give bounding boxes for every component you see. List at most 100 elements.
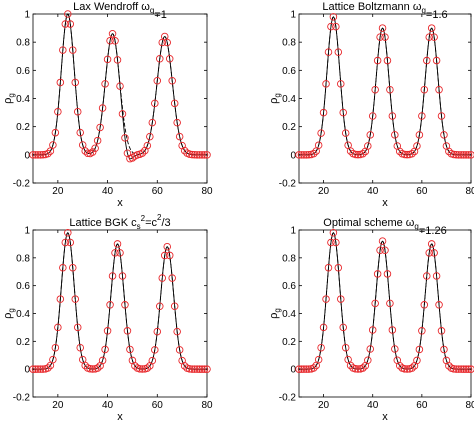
data-point [151, 346, 159, 354]
data-point [170, 302, 179, 310]
data-point [165, 251, 174, 260]
data-point [418, 327, 426, 335]
y-tick-label: 0.2 [282, 337, 296, 348]
data-point [391, 345, 399, 353]
data-point [200, 365, 209, 373]
data-point [403, 150, 411, 159]
data-point [88, 148, 97, 156]
data-point [44, 149, 52, 158]
x-tick-label: 80 [465, 186, 474, 197]
data-point [138, 149, 147, 157]
data-point [423, 56, 431, 65]
data-point [339, 323, 347, 332]
data-point [317, 129, 325, 137]
data-point [430, 249, 438, 257]
data-point [413, 356, 421, 365]
x-tick-label: 60 [416, 400, 428, 411]
y-tick-label: 0.8 [282, 253, 296, 264]
data-point [314, 355, 323, 364]
data-point [106, 36, 114, 45]
data-point [364, 356, 372, 364]
data-point [437, 327, 446, 335]
panel-title: Lax Wendroff ωg=1 [73, 1, 167, 21]
data-point [403, 365, 411, 373]
data-point [195, 365, 204, 373]
x-tick-label: 20 [318, 400, 330, 411]
x-tick-label: 20 [318, 186, 330, 197]
x-tick-label: 40 [367, 186, 379, 197]
data-point [366, 345, 375, 353]
y-tick-label: -0.2 [13, 179, 31, 190]
data-point [341, 129, 350, 137]
data-point [464, 365, 473, 373]
data-point [101, 80, 109, 88]
panel-title-title-sup2: 2 [157, 213, 162, 222]
y-axis-label-main: ρ [268, 313, 280, 319]
data-point [188, 365, 196, 373]
data-point [295, 151, 303, 159]
data-point [56, 78, 65, 87]
data-point [66, 20, 75, 28]
data-point [108, 272, 117, 280]
data-point [156, 302, 164, 310]
data-point [118, 272, 127, 280]
data-point [34, 365, 42, 373]
data-point [376, 246, 384, 255]
data-point [305, 150, 313, 159]
data-point [49, 141, 57, 149]
x-axis-label: x [117, 197, 123, 209]
data-point [381, 33, 389, 41]
y-tick-label: 0.8 [16, 38, 30, 49]
data-point [351, 365, 360, 373]
data-point [143, 364, 152, 372]
data-point [432, 56, 441, 65]
data-point [415, 131, 424, 139]
data-point [454, 365, 463, 373]
data-point [175, 346, 184, 354]
data-point [381, 246, 389, 255]
data-point [354, 150, 362, 159]
data-point [388, 326, 397, 334]
data-point [56, 295, 65, 303]
data-point [359, 364, 367, 372]
y-tick-label: 1 [24, 10, 30, 21]
data-point [435, 301, 443, 309]
data-point [317, 343, 325, 352]
data-point [329, 229, 338, 237]
x-axis-label: x [117, 411, 123, 421]
y-tick-label: 0 [24, 365, 30, 376]
panel-title-title-sub: g [421, 6, 425, 15]
data-point [170, 99, 179, 108]
data-point [93, 136, 102, 145]
data-point [295, 365, 303, 373]
y-tick-label: 0.8 [282, 38, 296, 49]
data-point [153, 327, 162, 336]
data-point [423, 272, 431, 280]
data-point [59, 263, 67, 272]
data-point [373, 270, 382, 278]
data-point [71, 295, 80, 303]
data-point [180, 146, 189, 155]
panel-title-title-tail2: /3 [161, 217, 170, 229]
data-point [116, 249, 124, 257]
data-point [51, 128, 60, 137]
data-point [297, 151, 306, 159]
data-point [143, 141, 152, 150]
y-tick-label: 0.2 [16, 122, 30, 133]
data-point [337, 295, 345, 303]
data-point [329, 13, 338, 21]
y-axis-label: ρg [2, 308, 16, 319]
data-point [327, 22, 335, 31]
data-point [173, 327, 181, 336]
data-point [185, 365, 194, 373]
x-tick-label: 20 [52, 186, 64, 197]
data-point [319, 108, 328, 117]
data-point [103, 55, 112, 64]
panel-title-title: Lattice Boltzmann ω [322, 1, 421, 13]
data-point [111, 249, 119, 257]
data-point [440, 345, 448, 354]
data-point [450, 365, 458, 373]
data-point [163, 242, 171, 251]
data-point [101, 345, 109, 354]
